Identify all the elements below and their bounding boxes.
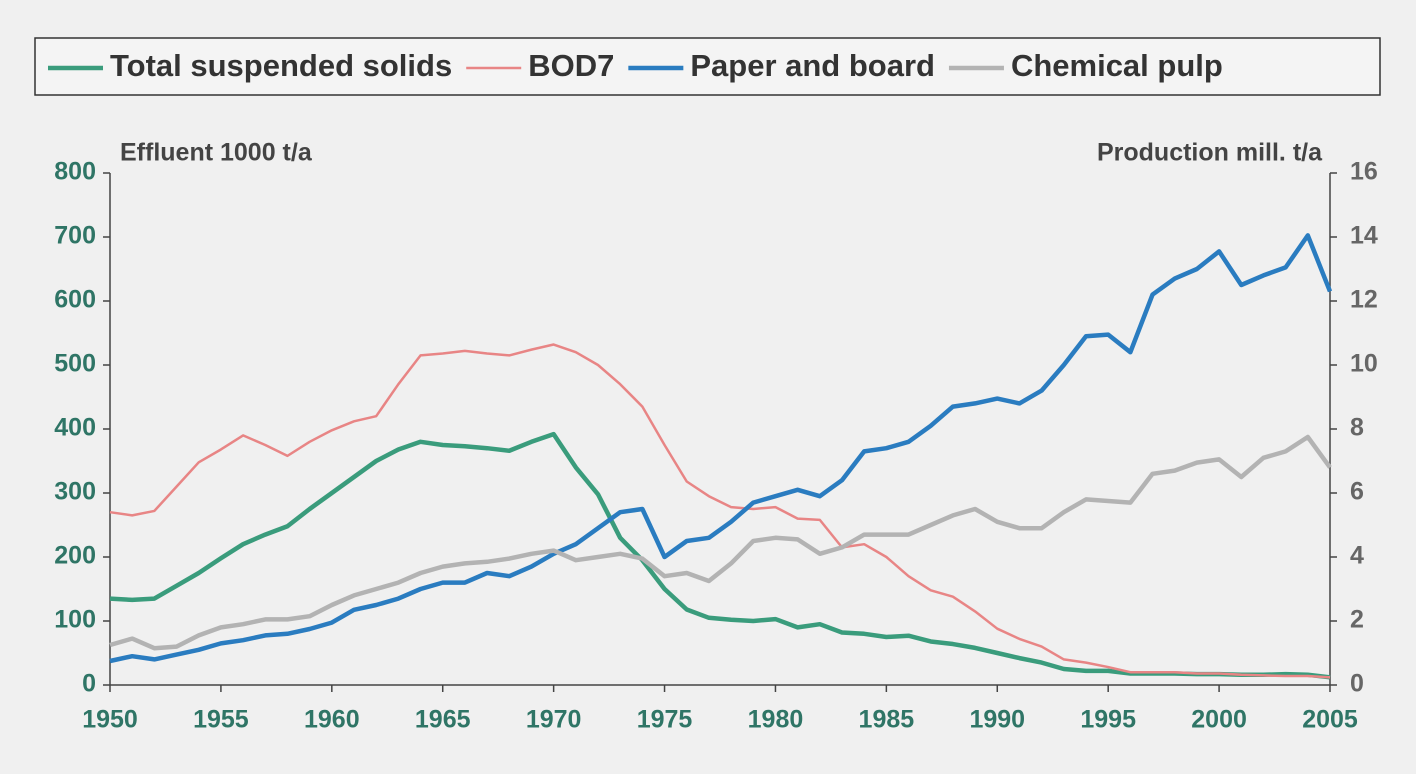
y-tick-label: 400 <box>54 414 96 442</box>
y-tick-label: 200 <box>54 542 96 570</box>
y2-tick-label: 8 <box>1350 414 1364 442</box>
y2-tick-label: 14 <box>1350 222 1378 250</box>
y-tick-label: 800 <box>54 158 96 186</box>
x-tick-label: 1985 <box>859 706 915 734</box>
x-tick-label: 1970 <box>526 706 582 734</box>
legend-box <box>34 37 1381 96</box>
x-tick-label: 1995 <box>1080 706 1136 734</box>
x-tick-label: 1955 <box>193 706 249 734</box>
y-axis-title: Effluent 1000 t/a <box>120 139 313 167</box>
legend-label: Chemical pulp <box>1011 48 1223 83</box>
series-line <box>109 343 1331 679</box>
y2-tick-label: 2 <box>1350 606 1364 634</box>
y2-tick-label: 10 <box>1350 350 1378 378</box>
x-tick-label: 1975 <box>637 706 693 734</box>
x-tick-label: 1965 <box>415 706 471 734</box>
x-tick-label: 2005 <box>1302 706 1358 734</box>
y-tick-label: 0 <box>82 670 96 698</box>
y2-tick-label: 4 <box>1350 542 1364 570</box>
x-tick-label: 1990 <box>969 706 1025 734</box>
series-line <box>109 434 1332 651</box>
y-tick-label: 300 <box>54 478 96 506</box>
legend-label: BOD7 <box>528 48 614 83</box>
y-tick-label: 500 <box>54 350 96 378</box>
y-tick-label: 100 <box>54 606 96 634</box>
y2-axis-title: Production mill. t/a <box>1097 139 1323 167</box>
y-tick-label: 600 <box>54 286 96 314</box>
x-tick-label: 2000 <box>1191 706 1247 734</box>
y2-tick-label: 6 <box>1350 478 1364 506</box>
y2-tick-label: 0 <box>1350 670 1364 698</box>
y2-tick-label: 12 <box>1350 286 1378 314</box>
x-tick-label: 1950 <box>82 706 138 734</box>
y-tick-label: 700 <box>54 222 96 250</box>
legend-label: Total suspended solids <box>110 48 452 83</box>
y2-tick-label: 16 <box>1350 158 1378 186</box>
legend-label: Paper and board <box>690 48 935 83</box>
series-line <box>109 233 1333 664</box>
x-tick-label: 1960 <box>304 706 360 734</box>
x-tick-label: 1980 <box>748 706 804 734</box>
series-line <box>109 431 1331 680</box>
